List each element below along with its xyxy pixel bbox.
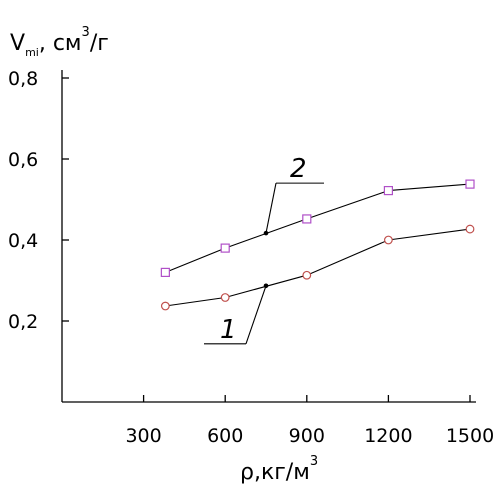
y-axis-label-main: V xyxy=(10,31,25,56)
axes xyxy=(61,70,476,403)
data-point-1 xyxy=(160,301,170,311)
y-tick-label: 0,8 xyxy=(8,68,38,90)
data-point-1 xyxy=(465,224,475,234)
y-axis-label-sub: mi xyxy=(25,46,39,59)
callout-leader-2 xyxy=(265,183,277,234)
y-ticks: 0,2 0,4 0,6 0,8 xyxy=(8,68,69,333)
x-tick-label: 1200 xyxy=(364,425,412,447)
x-axis-label: ρ,кг/м3 xyxy=(240,454,318,485)
x-axis-label-sup: 3 xyxy=(310,454,318,469)
data-point-2 xyxy=(160,267,170,277)
data-point-1 xyxy=(384,235,393,245)
y-axis-label-rest: , см xyxy=(39,31,82,56)
y-tick-label: 0,6 xyxy=(8,149,38,171)
data-point-2 xyxy=(383,185,393,196)
data-point-1 xyxy=(220,293,230,302)
x-tick-label: 900 xyxy=(289,425,325,447)
y-tick-label: 0,4 xyxy=(8,230,38,252)
callout-label-2: 2 xyxy=(290,154,307,184)
series-line-2 xyxy=(165,183,471,273)
y-tick-label: 0,2 xyxy=(8,311,38,333)
x-tick-label: 300 xyxy=(125,425,161,447)
data-point-2 xyxy=(302,214,312,224)
y-axis-label-sup: 3 xyxy=(82,25,90,40)
x-tick-label: 1500 xyxy=(446,425,494,447)
x-tick-label: 600 xyxy=(207,425,243,447)
x-axis-label-main: ρ,кг/м xyxy=(240,460,310,485)
data-point-2 xyxy=(220,243,230,253)
callout-leader-1 xyxy=(245,285,267,344)
data-point-2 xyxy=(465,179,475,189)
y-axis-label: Vmi, см3/г xyxy=(10,25,109,59)
data-point-1 xyxy=(302,270,312,280)
callout-label-1: 1 xyxy=(220,315,237,345)
series-layer xyxy=(160,179,475,311)
y-axis-label-tail: /г xyxy=(90,31,109,56)
annotation-layer: 12 xyxy=(204,154,324,345)
x-ticks: 300 600 900 1200 1500 xyxy=(125,395,494,447)
series-line-1 xyxy=(165,228,471,307)
